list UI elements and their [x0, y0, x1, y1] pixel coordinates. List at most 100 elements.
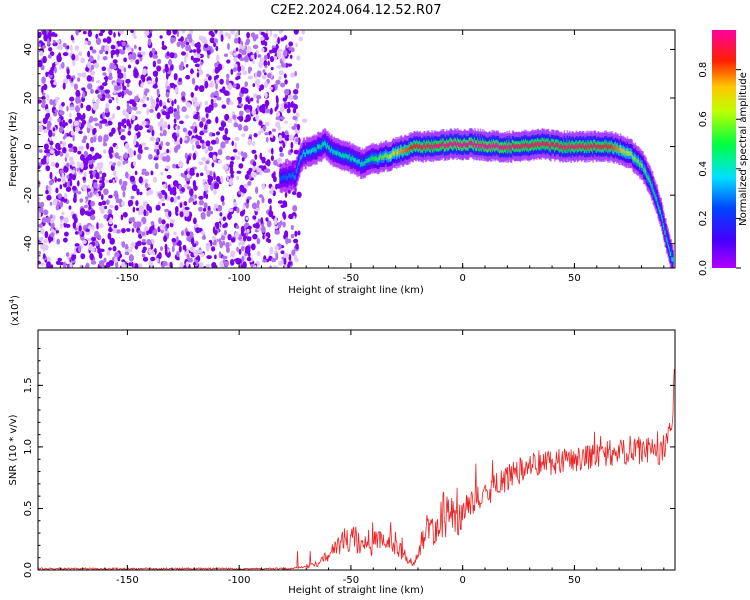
noise-point	[89, 191, 93, 198]
noise-point	[131, 184, 138, 192]
noise-point	[148, 248, 153, 255]
noise-point	[90, 247, 96, 252]
spectrogram-marks	[38, 30, 674, 268]
noise-point	[115, 261, 119, 268]
noise-point	[203, 202, 208, 209]
noise-point	[65, 252, 70, 257]
noise-point	[260, 225, 266, 233]
noise-point	[246, 228, 250, 233]
noise-point	[151, 129, 155, 137]
noise-point	[198, 85, 205, 93]
noise-point	[169, 52, 175, 59]
noise-point	[130, 242, 136, 247]
ridge-cell	[288, 172, 291, 178]
noise-point	[219, 78, 224, 85]
x-tick-label: 50	[568, 273, 581, 284]
noise-point	[270, 107, 273, 115]
noise-point	[136, 240, 142, 247]
noise-point	[185, 261, 189, 268]
ridge-cell	[362, 162, 364, 167]
noise-point	[221, 104, 227, 109]
noise-point	[155, 141, 159, 146]
noise-point	[74, 45, 80, 51]
noise-point	[275, 121, 281, 128]
noise-point	[142, 201, 148, 207]
noise-point	[213, 42, 216, 48]
noise-point	[82, 30, 87, 35]
ridge-cell	[600, 144, 602, 150]
noise-point	[233, 57, 238, 62]
noise-point	[59, 201, 64, 208]
y-tick-label: 40	[23, 43, 34, 56]
noise-point	[239, 110, 243, 117]
ridge-cell	[405, 148, 407, 153]
noise-point	[80, 103, 84, 109]
ridge-cell	[308, 149, 310, 155]
noise-point	[159, 195, 163, 199]
noise-point	[49, 149, 55, 155]
noise-point	[105, 103, 110, 109]
noise-point	[134, 170, 138, 176]
noise-point	[141, 249, 146, 253]
noise-point	[126, 102, 130, 109]
noise-point	[77, 180, 80, 187]
noise-point	[38, 165, 41, 170]
noise-point	[87, 188, 91, 192]
noise-point	[205, 169, 211, 176]
ridge-cell	[515, 144, 518, 149]
noise-point	[72, 185, 77, 191]
noise-point	[174, 134, 178, 142]
x-tick-label: -150	[116, 575, 139, 586]
noise-point	[215, 79, 220, 84]
noise-point	[88, 225, 92, 230]
noise-point	[209, 106, 214, 111]
ridge-cell	[623, 150, 626, 155]
noise-point	[280, 259, 284, 265]
noise-point	[38, 124, 44, 133]
noise-point	[196, 106, 200, 112]
noise-point	[89, 46, 93, 51]
noise-point	[42, 45, 46, 49]
noise-point	[178, 77, 182, 82]
noise-point	[84, 265, 89, 268]
noise-point	[233, 122, 239, 128]
noise-point	[125, 171, 129, 179]
noise-point	[168, 97, 172, 102]
ridge-cell	[569, 144, 572, 149]
noise-point	[236, 207, 240, 214]
noise-point	[54, 176, 57, 183]
noise-point	[174, 86, 179, 94]
noise-point	[165, 79, 169, 88]
noise-point	[98, 234, 102, 241]
ridge-cell	[356, 158, 359, 163]
noise-point	[284, 130, 289, 136]
noise-point	[284, 88, 290, 96]
noise-point	[290, 101, 294, 108]
noise-point	[86, 211, 93, 217]
noise-point	[38, 250, 41, 255]
noise-point	[103, 138, 106, 144]
noise-point	[44, 231, 49, 239]
noise-point	[162, 105, 167, 109]
noise-point	[113, 190, 118, 198]
noise-point	[283, 103, 288, 109]
noise-point	[259, 57, 264, 63]
noise-point	[252, 215, 257, 220]
noise-point	[255, 186, 259, 194]
noise-point	[181, 30, 186, 34]
noise-point	[213, 172, 216, 181]
noise-point	[246, 32, 251, 39]
noise-point	[68, 148, 74, 153]
noise-point	[103, 149, 107, 154]
noise-point	[294, 70, 298, 77]
noise-point	[88, 118, 92, 123]
noise-point	[270, 66, 274, 71]
noise-point	[252, 161, 257, 167]
noise-point	[159, 35, 163, 39]
ridge-cell	[301, 154, 303, 160]
noise-point	[245, 245, 251, 252]
noise-point	[173, 111, 179, 119]
noise-point	[158, 99, 163, 107]
ridge-cell	[410, 145, 413, 150]
